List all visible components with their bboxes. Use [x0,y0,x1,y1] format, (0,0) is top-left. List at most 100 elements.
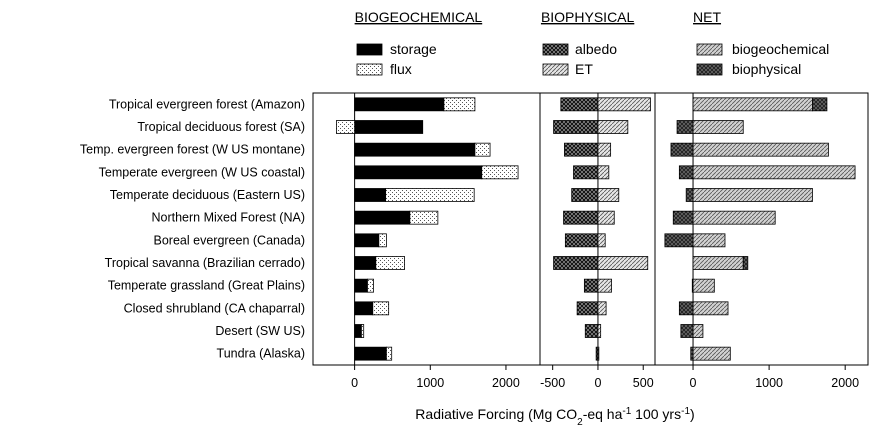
bar [678,301,694,316]
bar [670,142,694,157]
bar [336,120,356,134]
bar [354,97,445,112]
bar [692,188,813,202]
bar [692,210,776,225]
x-tick-label: 0 [351,376,358,390]
bar [597,256,649,270]
bar [676,120,694,134]
bar [664,233,694,248]
bar [372,301,390,316]
bar [354,324,362,338]
x-tick-label: 2000 [492,376,520,390]
bar [560,97,599,112]
category-label: Temperate deciduous (Eastern US) [110,188,305,202]
bar [354,165,483,180]
category-label: Temp. evergreen forest (W US montane) [80,143,305,157]
bar [563,210,599,225]
bar [375,256,405,270]
bar [584,324,599,338]
bar [692,324,704,338]
bar [354,188,387,202]
x-label-sub: 2 [577,417,583,428]
bar [564,142,599,157]
legend-label: biogeochemical [732,41,829,57]
bar [481,165,519,180]
x-tick-label: 0 [690,376,697,390]
legend-swatch [696,63,723,76]
category-label: Boreal evergreen (Canada) [154,233,305,247]
bar [564,233,599,248]
bar [571,188,599,202]
bar [385,188,475,202]
bar [385,346,393,361]
legend-swatch [542,63,569,76]
plot-frame [654,92,869,366]
bar [597,142,612,157]
bar [576,301,599,316]
category-label: Closed shrubland (CA chaparral) [124,301,305,315]
bar [685,188,694,202]
bar [583,278,599,293]
legend-label: storage [390,41,437,57]
bar [692,301,729,316]
x-label-sup: -1 [622,406,631,417]
panel-title: NET [693,9,721,25]
bar [692,346,731,361]
bar [354,233,380,248]
category-label: Tropical evergreen forest (Amazon) [109,97,305,111]
bar [680,324,694,338]
bar [354,210,411,225]
bar [573,165,599,180]
category-label: Tropical savanna (Brazilian cerrado) [105,256,305,270]
legend-swatch [356,43,383,56]
bar [597,324,602,338]
category-label: Northern Mixed Forest (NA) [151,211,305,225]
bar [378,233,387,248]
bar [443,97,476,112]
x-label-part: 100 yrs [631,406,681,422]
bar [692,165,856,180]
legend-label: albedo [575,41,617,57]
bar [812,97,828,112]
bar [678,165,694,180]
bar [354,120,424,134]
bar [597,233,606,248]
bar [597,210,615,225]
bar [553,256,599,270]
bar [367,278,374,293]
bar [597,301,607,316]
bar [354,301,374,316]
bar [692,142,829,157]
bar [474,142,491,157]
legend-swatch [542,43,569,56]
legend-label: biophysical [732,61,801,77]
bar [597,165,610,180]
x-tick-label: 500 [633,376,654,390]
bar [597,346,600,361]
legend-label: flux [390,61,412,77]
bar [597,97,651,112]
legend-swatch [356,63,383,76]
bar [354,346,387,361]
bar [553,120,599,134]
x-tick-label: -500 [540,376,565,390]
x-label-part: Radiative Forcing (Mg CO [415,406,577,422]
category-label: Temperate evergreen (W US coastal) [99,165,305,179]
x-tick-label: 2000 [831,376,859,390]
bar [692,233,726,248]
panel-title: BIOGEOCHEMICAL [355,9,483,25]
x-tick-label: 1000 [755,376,783,390]
category-label: Temperate grassland (Great Plains) [108,279,305,293]
bar [597,278,612,293]
bar [354,278,368,293]
x-tick-label: 0 [594,376,601,390]
bar [692,256,744,270]
x-tick-label: 1000 [416,376,444,390]
bar [692,278,715,293]
bar [354,256,377,270]
legend-swatch [696,43,723,56]
bar [672,210,694,225]
panel-title: BIOPHYSICAL [541,9,635,25]
bar [597,188,620,202]
